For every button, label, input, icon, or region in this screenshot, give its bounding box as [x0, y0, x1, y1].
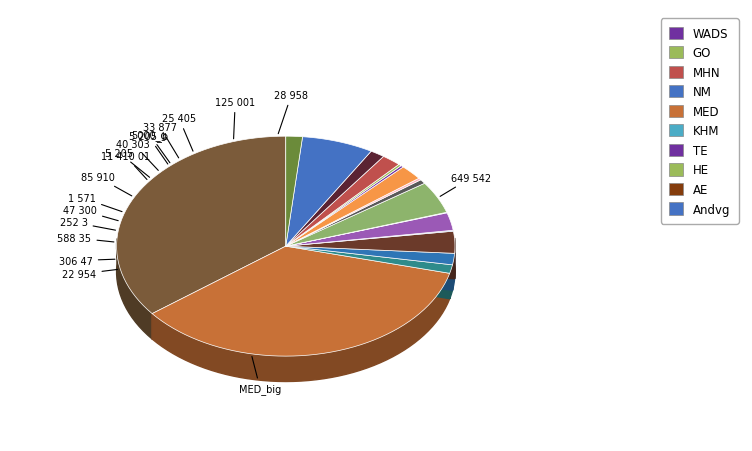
Text: 47 300: 47 300 [63, 205, 118, 221]
Polygon shape [286, 184, 447, 247]
Text: 28 958: 28 958 [274, 91, 308, 134]
Polygon shape [286, 247, 453, 290]
Text: 11 410 01: 11 410 01 [101, 152, 150, 180]
Text: 649 542: 649 542 [440, 174, 491, 197]
Text: MED_big: MED_big [239, 357, 281, 395]
Polygon shape [152, 247, 450, 356]
Polygon shape [286, 231, 453, 247]
Polygon shape [286, 165, 401, 247]
Text: 252 3: 252 3 [59, 218, 116, 230]
Polygon shape [286, 166, 403, 247]
Text: 5000_g: 5000_g [132, 129, 170, 163]
Polygon shape [286, 137, 302, 247]
Text: 1 571: 1 571 [68, 193, 122, 212]
Polygon shape [286, 232, 455, 254]
Polygon shape [450, 265, 453, 299]
Text: 33 877: 33 877 [143, 123, 179, 158]
Polygon shape [152, 247, 286, 339]
Text: 5 205_b: 5 205_b [129, 131, 168, 165]
Text: 5 205: 5 205 [105, 148, 150, 178]
Legend: WADS, GO, MHN, NM, MED, KHM, TE, HE, AE, Andvg: WADS, GO, MHN, NM, MED, KHM, TE, HE, AE,… [661, 19, 738, 224]
Polygon shape [286, 247, 453, 290]
Polygon shape [286, 247, 450, 299]
Polygon shape [286, 168, 419, 247]
Text: 588 35: 588 35 [57, 233, 114, 244]
Polygon shape [152, 247, 286, 339]
Text: 306 47: 306 47 [59, 256, 115, 266]
Polygon shape [286, 213, 447, 247]
Polygon shape [286, 247, 455, 279]
Polygon shape [286, 247, 450, 299]
Polygon shape [286, 138, 371, 247]
Text: 85 910: 85 910 [81, 173, 132, 197]
Polygon shape [286, 152, 384, 247]
Polygon shape [453, 254, 455, 290]
Polygon shape [152, 274, 450, 382]
Text: 125 001: 125 001 [215, 98, 255, 139]
Text: 25 405: 25 405 [162, 114, 196, 152]
Text: 40 303: 40 303 [117, 139, 159, 171]
Polygon shape [286, 213, 453, 247]
Polygon shape [286, 179, 420, 247]
Polygon shape [286, 247, 453, 274]
Polygon shape [117, 239, 152, 339]
Polygon shape [117, 137, 286, 314]
Polygon shape [286, 157, 399, 247]
Polygon shape [286, 180, 425, 247]
Polygon shape [286, 247, 455, 265]
Polygon shape [286, 247, 455, 279]
Text: 22 954: 22 954 [62, 270, 117, 280]
